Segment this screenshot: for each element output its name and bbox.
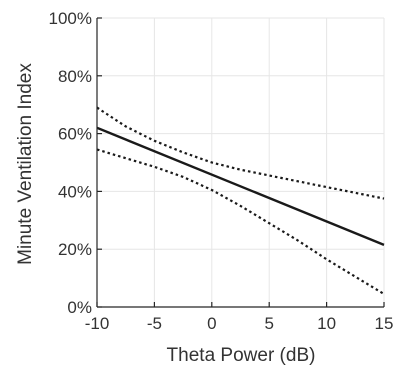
upper-confidence-bound — [96, 106, 385, 200]
grid — [96, 17, 385, 308]
y-tick-label: 80% — [58, 67, 92, 86]
x-tick-label: 0 — [207, 314, 216, 333]
x-tick-label: 15 — [375, 314, 394, 333]
axes — [96, 17, 385, 308]
series-layer — [96, 106, 385, 295]
x-axis-label: Theta Power (dB) — [167, 345, 316, 366]
y-tick-label: 40% — [58, 182, 92, 201]
x-tick-label: -5 — [147, 314, 162, 333]
regression-line — [96, 126, 385, 247]
y-tick-label: 20% — [58, 240, 92, 259]
y-tick-label: 60% — [58, 125, 92, 144]
y-axis-label: Minute Ventilation Index — [15, 63, 36, 265]
lower-confidence-bound — [96, 148, 385, 295]
tick-labels: -10 -5 0 5 10 15 0% 20% 40% 60% 80% 100% — [49, 9, 394, 333]
x-tick-label: -10 — [85, 314, 110, 333]
x-tick-label: 5 — [264, 314, 273, 333]
y-tick-label: 0% — [67, 298, 92, 317]
x-tick-label: 10 — [317, 314, 336, 333]
y-tick-label: 100% — [49, 9, 92, 28]
